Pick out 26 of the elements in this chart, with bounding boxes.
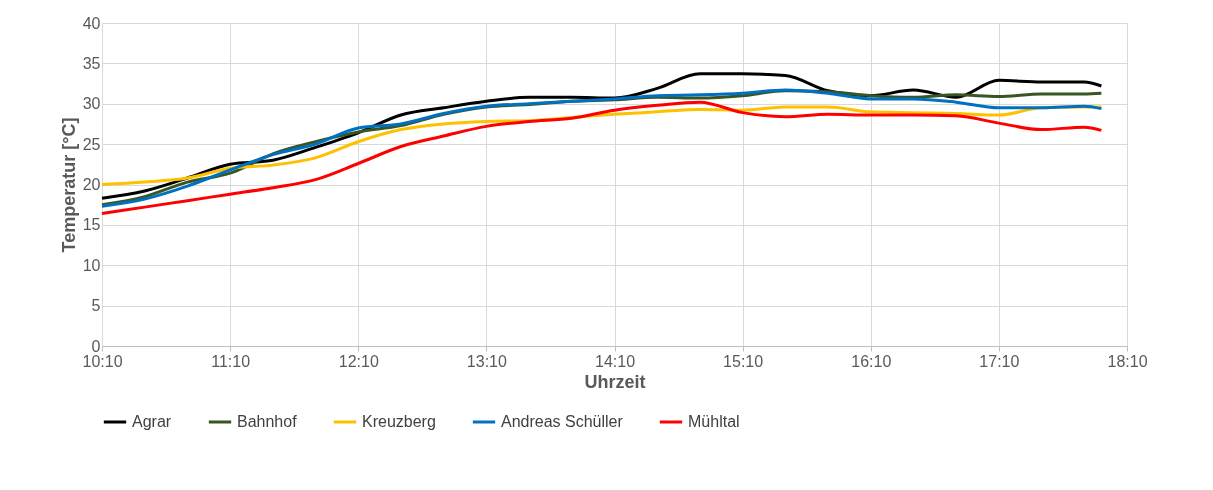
line-series [100, 100, 1103, 216]
x-tick-label: 11:10 [211, 352, 251, 370]
y-tick-label: 5 [91, 297, 101, 315]
y-tick-label: 15 [82, 216, 101, 234]
legend-label: Andreas Schüller [501, 413, 624, 430]
y-axis-title: Temperatur [°C] [58, 117, 79, 253]
y-tick-label: 40 [82, 14, 101, 32]
x-axis-title: Uhrzeit [584, 371, 646, 392]
x-tick-label: 16:10 [851, 352, 892, 370]
x-tick-label: 14:10 [594, 352, 636, 370]
x-tick-label: 10:10 [82, 352, 123, 370]
x-tick-label: 13:10 [466, 352, 507, 370]
legend-label: Mühltal [688, 413, 740, 430]
y-tick-label: 35 [82, 54, 101, 72]
y-tick-label: 0 [91, 337, 101, 355]
legend-label: Kreuzberg [362, 413, 436, 430]
y-tick-label: 10 [82, 256, 101, 274]
x-tick-label: 15:10 [723, 352, 764, 370]
y-tick-label: 25 [82, 135, 101, 153]
x-tick-label: 12:10 [338, 352, 379, 370]
x-tick-label: 17:10 [979, 352, 1020, 370]
y-tick-label: 30 [82, 95, 101, 113]
y-tick-label: 20 [82, 176, 101, 193]
legend-label: Bahnhof [237, 413, 298, 430]
legend-label: Agrar [132, 413, 172, 430]
x-tick-label: 18:10 [1107, 352, 1148, 370]
